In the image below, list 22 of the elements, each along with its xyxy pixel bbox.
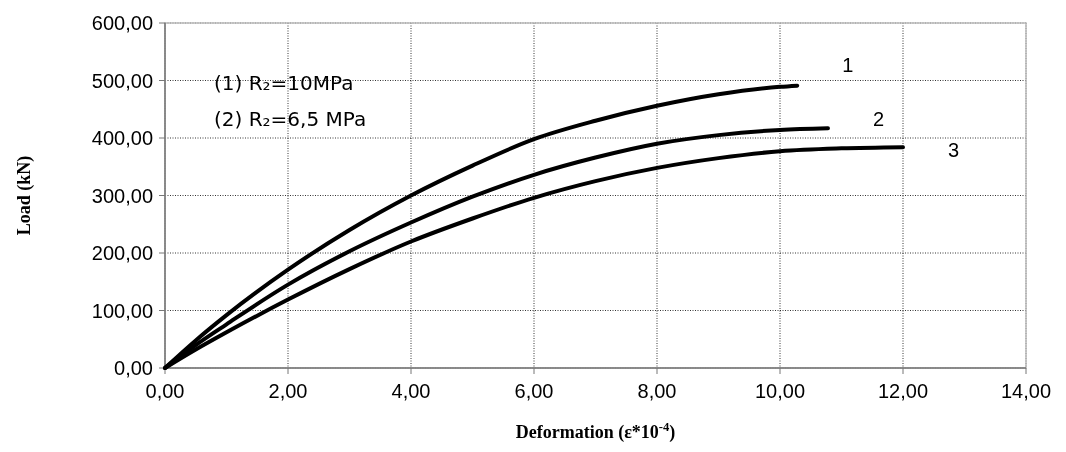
x-tick-label: 6,00 (514, 380, 554, 402)
annotation: (2) R₂=6,5 MPa (214, 107, 367, 131)
x-tick-label: 8,00 (637, 380, 677, 402)
x-tick-label: 2,00 (268, 380, 308, 402)
y-tick-label: 200,00 (91, 242, 153, 264)
y-tick-label: 0,00 (114, 357, 153, 379)
text: 1 (842, 53, 854, 76)
x-tick-label: 4,00 (391, 380, 431, 402)
y-tick-label: 100,00 (91, 299, 153, 322)
x-tick-label: 0,00 (145, 380, 185, 402)
x-tick-label: 12,00 (877, 380, 929, 402)
annotation: (1) R₂=10MPa (214, 71, 354, 95)
y-tick-label: 500,00 (91, 69, 153, 92)
y-tick-label: 300,00 (91, 184, 153, 207)
y-tick-label: 600,00 (91, 12, 153, 34)
text: 3 (948, 139, 960, 162)
y-tick-label: 400,00 (91, 127, 153, 149)
x-tick-label: 10,00 (754, 380, 806, 402)
text: 2 (872, 108, 885, 131)
x-axis-title: Deformation (ε*10$^{-4}$) (515, 420, 676, 443)
x-tick-label: 14,00 (1000, 380, 1052, 402)
y-axis-title: Load (kN) (14, 155, 35, 236)
